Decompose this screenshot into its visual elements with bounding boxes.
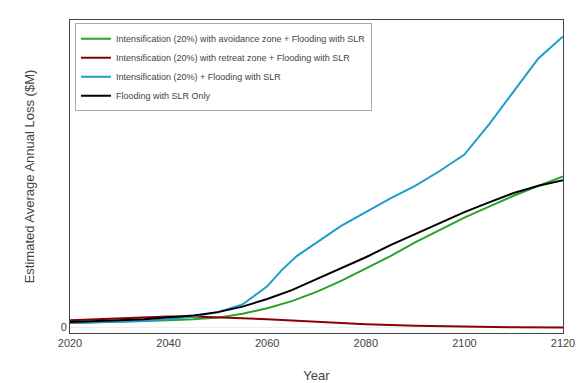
svg-text:2020: 2020	[58, 337, 82, 349]
svg-text:2060: 2060	[255, 337, 279, 349]
svg-text:Estimated Average Annual Loss: Estimated Average Annual Loss ($M)	[22, 70, 37, 284]
svg-text:Intensification (20%) with ret: Intensification (20%) with retreat zone …	[116, 53, 350, 63]
svg-text:Year: Year	[303, 368, 330, 383]
svg-text:2080: 2080	[354, 337, 378, 349]
svg-text:Intensification (20%) + Floodi: Intensification (20%) + Flooding with SL…	[116, 72, 281, 82]
svg-text:2120: 2120	[551, 337, 575, 349]
svg-text:Flooding with SLR Only: Flooding with SLR Only	[116, 91, 211, 101]
svg-text:2040: 2040	[156, 337, 180, 349]
svg-text:0: 0	[61, 321, 67, 333]
svg-text:Intensification (20%) with avo: Intensification (20%) with avoidance zon…	[116, 34, 365, 44]
svg-text:2100: 2100	[452, 337, 476, 349]
